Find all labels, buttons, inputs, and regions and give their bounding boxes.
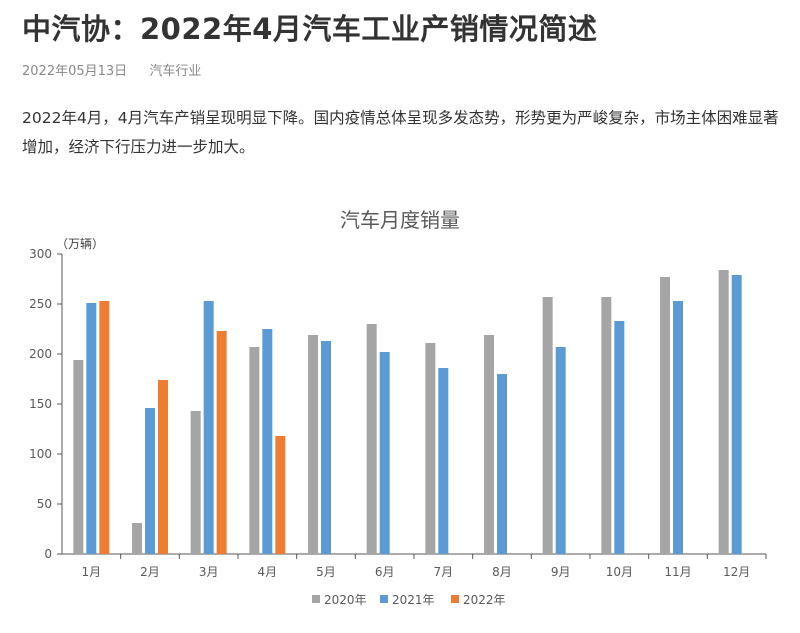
article-intro: 2022年4月，4月汽车产销呈现明显下降。国内疫情总体呈现多发态势，形势更为严峻… — [22, 109, 779, 156]
y-tick-label: 0 — [44, 547, 52, 561]
bar-2022年-3月 — [216, 331, 227, 554]
x-tick-label: 8月 — [492, 565, 512, 579]
legend-swatch-2020年 — [312, 595, 320, 603]
y-tick-label: 200 — [29, 347, 52, 361]
y-tick-label: 50 — [37, 497, 52, 511]
bar-2021年-1月 — [86, 303, 97, 554]
x-tick-label: 6月 — [375, 565, 395, 579]
bar-2020年-5月 — [308, 335, 318, 554]
bar-2021年-3月 — [203, 301, 214, 554]
bar-2020年-6月 — [366, 324, 377, 554]
bar-2022年-2月 — [158, 380, 168, 554]
bar-2022年-4月 — [275, 436, 286, 554]
bar-2021年-10月 — [614, 321, 625, 554]
bar-2020年-9月 — [542, 297, 553, 554]
bar-2021年-12月 — [731, 275, 742, 554]
x-tick-label: 2月 — [140, 565, 160, 579]
legend-swatch-2021年 — [380, 595, 388, 603]
bar-2021年-2月 — [145, 408, 155, 554]
y-tick-label: 250 — [29, 297, 52, 311]
chart-container: 汽车月度销量 （万辆） 0 50 100 150 200 250 300 1月 2月 3月 4月 5月 6月… — [0, 190, 800, 629]
y-tick-label: 100 — [29, 447, 52, 461]
y-tick-label: 300 — [29, 247, 52, 261]
x-tick-label: 12月 — [723, 565, 750, 579]
bar-2020年-1月 — [73, 360, 84, 554]
bar-2020年-7月 — [425, 343, 436, 554]
x-tick-label: 3月 — [199, 565, 219, 579]
bar-2020年-3月 — [190, 411, 201, 554]
category-link[interactable]: 汽车行业 — [149, 64, 202, 79]
bar-2021年-8月 — [497, 374, 507, 554]
chart-title: 汽车月度销量 — [340, 208, 460, 232]
article-meta: 2022年05月13日 汽车行业 — [22, 60, 201, 79]
bar-2020年-12月 — [718, 270, 729, 554]
x-tick-label: 9月 — [551, 565, 571, 579]
y-tick-label: 150 — [29, 397, 52, 411]
bar-2021年-11月 — [673, 301, 683, 554]
monthly-sales-chart: 汽车月度销量 （万辆） 0 50 100 150 200 250 300 1月 2月 3月 4月 5月 6月… — [29, 208, 767, 607]
x-tick-label: 7月 — [434, 565, 454, 579]
legend-swatch-2022年 — [451, 595, 459, 603]
x-tick-label: 10月 — [606, 565, 633, 579]
x-tick-label: 11月 — [664, 565, 691, 579]
bar-2020年-2月 — [132, 523, 142, 554]
bar-2021年-9月 — [555, 347, 566, 554]
bar-2020年-10月 — [601, 297, 612, 554]
legend-label-2022年: 2022年 — [463, 593, 506, 607]
publish-date: 2022年05月13日 — [22, 64, 128, 79]
bar-2021年-5月 — [321, 341, 331, 554]
legend-label-2021年: 2021年 — [392, 593, 435, 607]
article-title: 中汽协：2022年4月汽车工业产销情况简述 — [22, 12, 598, 46]
x-tick-label: 5月 — [316, 565, 336, 579]
bar-2021年-7月 — [438, 368, 449, 554]
x-tick-label: 1月 — [82, 565, 102, 579]
x-tick-label: 4月 — [258, 565, 278, 579]
legend-label-2020年: 2020年 — [324, 593, 367, 607]
bar-2021年-6月 — [379, 352, 390, 554]
bar-2021年-4月 — [262, 329, 273, 554]
y-unit-label: （万辆） — [56, 237, 104, 251]
bar-2020年-4月 — [249, 347, 260, 554]
bar-2020年-8月 — [484, 335, 494, 554]
bar-2020年-11月 — [660, 277, 670, 554]
bar-2022年-1月 — [99, 301, 110, 554]
